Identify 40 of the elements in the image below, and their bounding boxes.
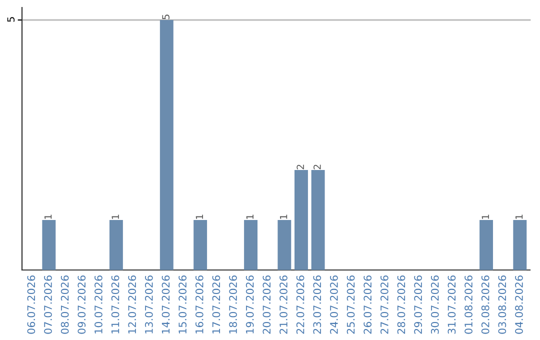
x-tick-label: 19.07.2026 [246, 276, 254, 334]
x-tick-label: 21.07.2026 [280, 276, 288, 334]
x-tick-label: 31.07.2026 [448, 276, 456, 334]
x-tick-label: 04.08.2026 [515, 276, 523, 334]
data-label: 1 [246, 214, 254, 219]
x-tick-label: 10.07.2026 [94, 276, 102, 334]
x-tick-label: 14.07.2026 [162, 276, 170, 334]
x-tick-label: 28.07.2026 [397, 276, 406, 334]
x-tick-label: 01.08.2026 [464, 276, 472, 334]
x-tick-label: 22.07.2026 [296, 276, 304, 334]
x-tick-label: 25.07.2026 [346, 276, 355, 334]
data-label: 2 [296, 164, 304, 170]
data-label: 2 [314, 164, 321, 170]
x-tick-label: 06.07.2026 [27, 276, 36, 334]
x-tick-label: 24.07.2026 [330, 276, 338, 334]
x-tick-label: 07.07.2026 [44, 276, 52, 334]
data-label: 1 [44, 214, 52, 219]
x-tick-label: 12.07.2026 [128, 276, 136, 334]
x-tick-label: 15.07.2026 [178, 276, 187, 334]
x-tick-label: 08.07.2026 [60, 276, 69, 334]
data-label: 1 [280, 214, 288, 219]
x-tick-label: 29.07.2026 [414, 276, 422, 334]
data-label: 1 [482, 214, 489, 219]
data-label: 1 [196, 214, 203, 219]
x-tick-label: 13.07.2026 [144, 276, 153, 334]
x-tick-label: 20.07.2026 [262, 276, 271, 334]
x-tick-label: 17.07.2026 [212, 276, 220, 334]
x-tick-label: 23.07.2026 [313, 276, 322, 334]
data-label: 1 [516, 214, 523, 219]
x-tick-label: 26.07.2026 [364, 276, 372, 334]
x-tick-label: 11.07.2026 [111, 276, 120, 334]
x-tick-label: 18.07.2026 [229, 276, 237, 334]
x-tick-label: 09.07.2026 [78, 276, 86, 334]
data-label: 5 [162, 14, 170, 20]
data-label: 1 [112, 214, 119, 219]
x-tick-label: 30.07.2026 [430, 276, 439, 334]
x-tick-label: 02.08.2026 [481, 276, 490, 334]
x-tick-label: 27.07.2026 [380, 276, 388, 334]
x-tick-label: 03.08.2026 [498, 276, 506, 334]
x-tick-label: 16.07.2026 [195, 276, 204, 334]
